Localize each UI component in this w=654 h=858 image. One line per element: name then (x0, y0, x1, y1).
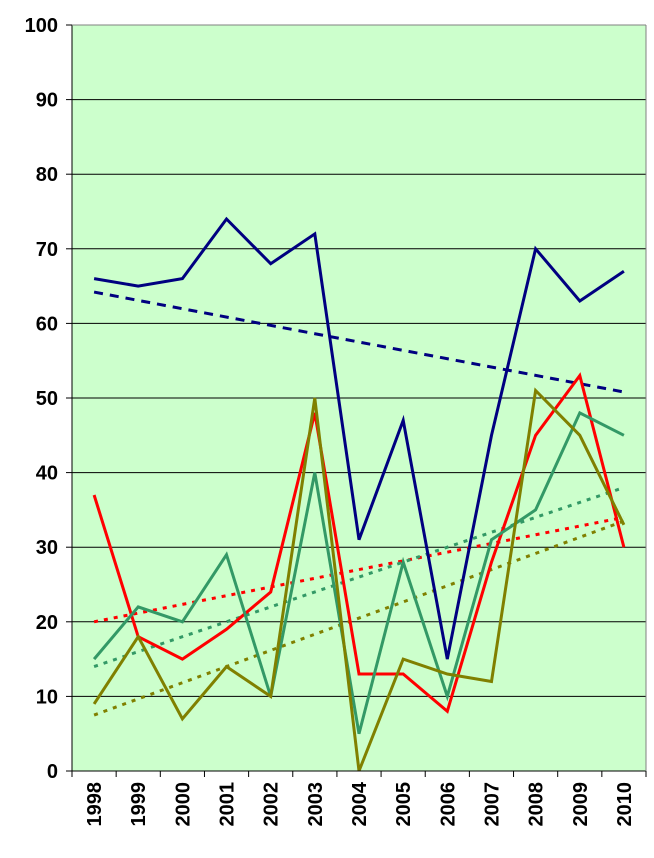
series-line-3 (92, 410, 625, 735)
x-tick-label-2001: 2001 (217, 782, 239, 827)
x-tick-label-2008: 2008 (526, 782, 548, 827)
x-tick-label-2004: 2004 (349, 781, 371, 826)
y-tick-label-70: 70 (36, 239, 58, 261)
x-tick-label-2003: 2003 (305, 782, 327, 827)
x-tick-label-2005: 2005 (393, 782, 415, 827)
x-tick-label-1998: 1998 (84, 782, 106, 827)
x-axis-tick-labels: 1998 1999 2000 2001 2002 2003 2004 2005 2006 2007… (84, 781, 636, 826)
x-tick-label-2007: 2007 (481, 782, 503, 827)
series-line-2 (92, 372, 626, 714)
x-tick-label-2009: 2009 (570, 782, 592, 827)
axes (71, 24, 647, 777)
y-tick-label-30: 30 (36, 537, 58, 559)
series-lines (92, 216, 626, 772)
x-tick-label-2010: 2010 (614, 782, 636, 827)
y-tick-label-40: 40 (36, 463, 58, 485)
y-axis-tick-labels: 0 10 20 30 40 50 60 70 80 90 100 (25, 15, 58, 783)
y-tick-label-100: 100 (25, 15, 58, 37)
y-tick-label-0: 0 (47, 761, 58, 783)
trendlines (93, 290, 625, 717)
y-tick-label-90: 90 (36, 90, 58, 112)
trendline-4 (93, 519, 625, 717)
x-tick-label-2002: 2002 (261, 782, 283, 827)
x-tick-label-1999: 1999 (128, 782, 150, 827)
trendline-1 (93, 290, 625, 394)
x-tick-label-2000: 2000 (172, 782, 194, 827)
y-tick-label-50: 50 (36, 388, 58, 410)
series-line-1 (93, 216, 625, 660)
trendline-3 (93, 486, 625, 668)
y-tick-label-20: 20 (36, 612, 58, 634)
y-tick-label-10: 10 (36, 686, 58, 708)
y-tick-label-60: 60 (36, 313, 58, 335)
y-tick-label-80: 80 (36, 164, 58, 186)
trendline-2 (93, 515, 625, 624)
x-tick-label-2006: 2006 (437, 782, 459, 827)
